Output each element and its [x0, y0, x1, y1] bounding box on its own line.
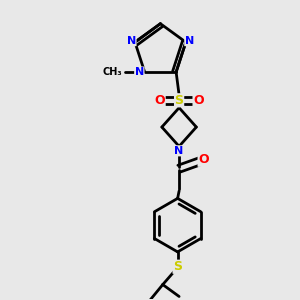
Text: O: O	[154, 94, 165, 107]
Text: N: N	[185, 36, 194, 46]
Text: O: O	[193, 94, 204, 107]
Text: CH₃: CH₃	[103, 67, 122, 77]
Text: O: O	[198, 153, 209, 166]
Text: S: S	[173, 260, 182, 273]
Text: N: N	[175, 146, 184, 156]
Text: S: S	[175, 94, 184, 107]
Text: N: N	[127, 36, 136, 46]
Text: N: N	[135, 67, 144, 77]
